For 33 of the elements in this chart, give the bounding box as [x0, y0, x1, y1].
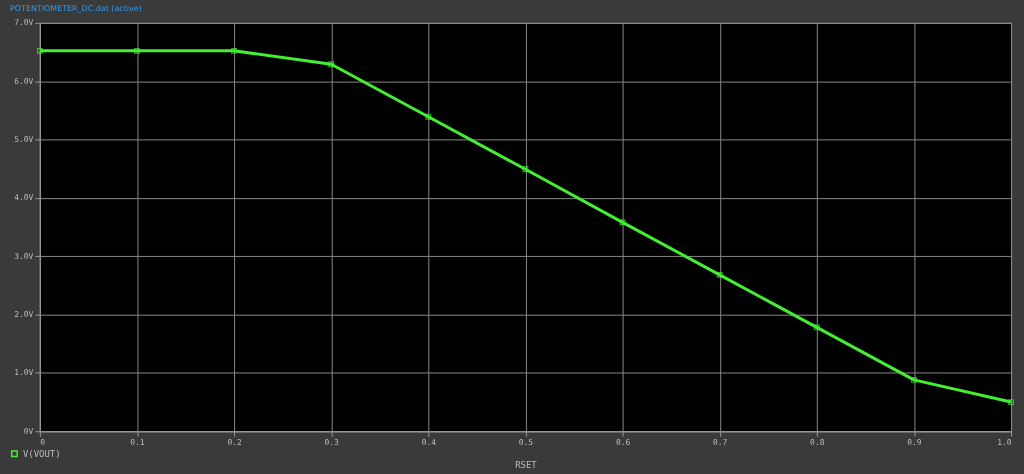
- y-tick-label: 6.0V: [14, 76, 34, 86]
- y-tick-label: 4.0V: [14, 193, 34, 203]
- x-tick-label: 0.3: [324, 437, 340, 447]
- x-tick-label: 0.1: [130, 437, 145, 447]
- y-tick-label: 7.0V: [14, 18, 34, 28]
- point: [425, 113, 432, 120]
- x-tick-label: 0.9: [907, 437, 922, 447]
- x-tick-label: 0.8: [810, 437, 825, 447]
- x-tick-label: 0.2: [227, 437, 242, 447]
- x-tick-label: 1.0: [997, 437, 1012, 447]
- x-tick-label: 0.6: [615, 437, 631, 447]
- point: [522, 166, 529, 173]
- x-tick-label: 0.7: [713, 437, 728, 447]
- point: [619, 219, 626, 226]
- y-tick-label: 2.0V: [14, 310, 34, 320]
- x-tick-label: 0.5: [518, 437, 534, 447]
- chart-title: POTENTIOMETER_DC.dat (active): [9, 3, 142, 13]
- point: [910, 376, 917, 383]
- y-tick-label: 3.0V: [14, 251, 34, 261]
- point: [1008, 399, 1014, 406]
- point: [716, 271, 723, 278]
- x-tick-label: 0: [40, 437, 46, 447]
- point: [134, 47, 140, 54]
- y-tick-label: 1.0V: [14, 368, 34, 378]
- x-axis-title: RSET: [515, 459, 538, 470]
- point: [813, 324, 820, 331]
- point: [231, 47, 238, 54]
- point: [36, 47, 43, 54]
- x-tick-label: 0.4: [421, 437, 437, 447]
- y-tick-label: 0V: [23, 426, 34, 436]
- point: [328, 61, 335, 68]
- y-tick-label: 5.0V: [14, 135, 34, 145]
- legend-label: V(VOUT): [22, 448, 61, 459]
